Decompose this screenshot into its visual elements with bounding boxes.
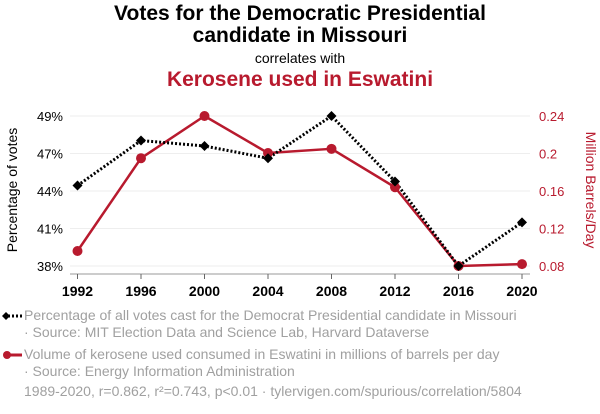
right-axis-ticks: 0.24 0.2 0.16 0.12 0.08 xyxy=(539,109,564,274)
left-axis-label: Percentage of votes xyxy=(4,128,20,253)
votes-point xyxy=(199,141,210,151)
x-axis-ticks: 1992 1996 2000 2004 2008 2012 2016 2020 xyxy=(62,274,538,299)
legend-source-kerosene: · Source: Energy Information Administrat… xyxy=(24,363,295,379)
x-tick-label: 2012 xyxy=(379,283,410,299)
right-tick-label: 0.16 xyxy=(539,184,564,199)
series-kerosene-line xyxy=(76,114,523,268)
kerosene-point xyxy=(199,111,210,121)
chart-subtitle: correlates with xyxy=(254,50,346,66)
x-tick-label: 2016 xyxy=(443,283,474,299)
left-tick-label: 44% xyxy=(37,184,63,199)
x-tick-label: 2008 xyxy=(316,283,347,299)
x-tick-label: 1992 xyxy=(62,283,93,299)
chart-title-secondary: Kerosene used in Eswatini xyxy=(166,68,434,91)
kerosene-point xyxy=(72,246,83,256)
legend-label-votes: Percentage of all votes cast for the Dem… xyxy=(24,307,517,323)
chart-title-line1: Votes for the Democratic Presidential xyxy=(114,2,486,25)
votes-point xyxy=(517,217,527,228)
chart-title: Votes for the Democratic Presidential ca… xyxy=(0,3,600,47)
legend-swatch-kerosene xyxy=(3,351,22,359)
x-tick-label: 2020 xyxy=(506,283,537,299)
series-votes-line xyxy=(76,114,523,269)
kerosene-point xyxy=(517,259,527,270)
footer-stats: 1989-2020, r=0.862, r²=0.743, p<0.01 · t… xyxy=(24,383,522,399)
x-tick-label: 1996 xyxy=(125,283,156,299)
votes-point xyxy=(390,176,400,187)
chart-title-line2: candidate in Missouri xyxy=(192,24,408,47)
votes-point xyxy=(453,261,464,271)
right-tick-label: 0.24 xyxy=(539,109,564,124)
kerosene-point xyxy=(326,143,337,154)
left-tick-label: 49% xyxy=(37,109,63,124)
right-tick-label: 0.12 xyxy=(539,222,564,237)
legend-label-kerosene: Volume of kerosene used consumed in Eswa… xyxy=(24,346,500,362)
right-axis-label: Million Barrels/Day xyxy=(583,132,599,249)
kerosene-point xyxy=(136,153,146,164)
legend-source-votes: · Source: MIT Election Data and Science … xyxy=(24,324,430,340)
kerosene-point xyxy=(390,182,400,193)
kerosene-point xyxy=(263,148,273,159)
votes-point xyxy=(72,180,83,191)
votes-point xyxy=(263,153,273,164)
right-tick-label: 0.2 xyxy=(539,147,557,162)
series-layer xyxy=(72,111,527,271)
right-tick-label: 0.08 xyxy=(539,259,564,274)
chart-plot: 49% 47% 44% 41% 38% 0.24 0.2 0.16 0.12 0.08 1992… xyxy=(4,109,599,299)
left-axis-ticks: 49% 47% 44% 41% 38% xyxy=(37,109,63,274)
left-tick-label: 41% xyxy=(37,222,63,237)
legend-swatch-votes xyxy=(2,312,22,320)
votes-point xyxy=(136,135,146,146)
x-tick-label: 2000 xyxy=(189,283,220,299)
left-tick-label: 47% xyxy=(37,147,63,162)
left-tick-label: 38% xyxy=(37,259,63,274)
x-tick-label: 2004 xyxy=(252,283,283,299)
votes-point xyxy=(326,111,337,121)
